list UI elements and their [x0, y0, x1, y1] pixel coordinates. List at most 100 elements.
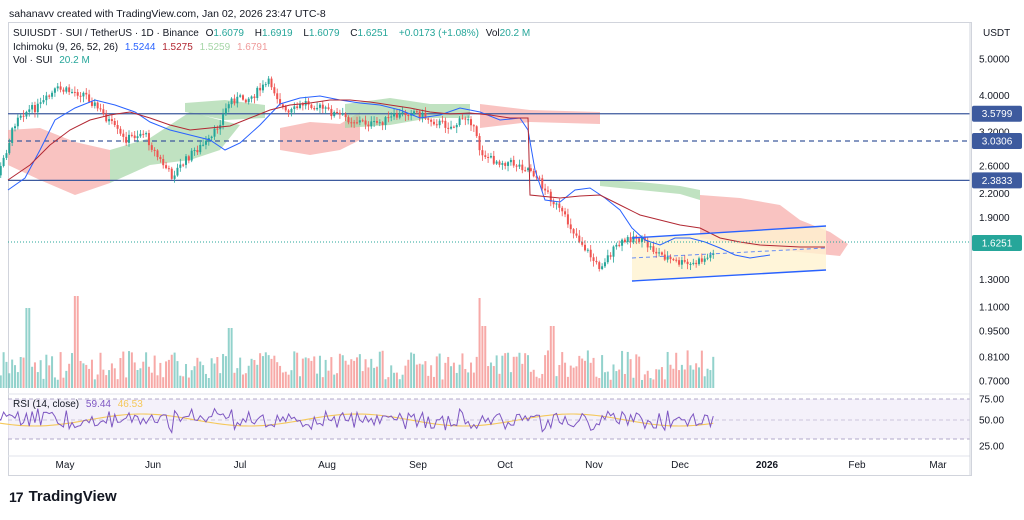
candle-body[interactable] — [418, 111, 421, 119]
candle-body[interactable] — [236, 96, 239, 104]
candle-body[interactable] — [509, 159, 512, 163]
candle-body[interactable] — [709, 254, 712, 258]
candle-body[interactable] — [415, 111, 418, 113]
candle-body[interactable] — [646, 240, 649, 248]
candle-body[interactable] — [461, 118, 464, 120]
candle-body[interactable] — [649, 246, 652, 248]
candle-body[interactable] — [116, 124, 119, 129]
candle-body[interactable] — [62, 89, 65, 92]
candle-body[interactable] — [612, 246, 615, 257]
candle-body[interactable] — [467, 119, 470, 121]
candle-body[interactable] — [678, 260, 681, 265]
candle-body[interactable] — [53, 88, 56, 93]
candle-body[interactable] — [424, 112, 427, 119]
candle-body[interactable] — [96, 102, 99, 109]
candle-body[interactable] — [515, 165, 518, 167]
candle-body[interactable] — [410, 114, 413, 116]
volume-legend[interactable]: Vol · SUI 20.2 M — [13, 55, 94, 66]
candle-body[interactable] — [56, 86, 59, 89]
candle-body[interactable] — [39, 102, 42, 104]
candle-body[interactable] — [700, 258, 703, 262]
candle-body[interactable] — [606, 255, 609, 263]
candle-body[interactable] — [321, 104, 324, 109]
candle-body[interactable] — [259, 87, 262, 91]
candle-body[interactable] — [59, 86, 62, 90]
rsi-title[interactable]: RSI (14, close) — [13, 399, 80, 410]
candle-body[interactable] — [495, 161, 498, 164]
candle-body[interactable] — [299, 103, 302, 109]
candle-body[interactable] — [501, 163, 504, 165]
candle-body[interactable] — [578, 235, 581, 242]
candle-body[interactable] — [432, 121, 435, 125]
candle-body[interactable] — [187, 156, 190, 161]
candle-body[interactable] — [338, 112, 341, 115]
candle-body[interactable] — [686, 261, 689, 265]
candle-body[interactable] — [88, 94, 91, 102]
candle-body[interactable] — [698, 258, 701, 265]
candle-body[interactable] — [561, 207, 564, 212]
candle-body[interactable] — [683, 260, 686, 262]
candle-body[interactable] — [8, 142, 11, 154]
candle-body[interactable] — [170, 168, 173, 179]
candle-body[interactable] — [447, 127, 450, 129]
candle-body[interactable] — [572, 229, 575, 234]
candle-body[interactable] — [182, 164, 185, 166]
candle-body[interactable] — [407, 115, 410, 117]
candle-body[interactable] — [470, 119, 473, 126]
candle-body[interactable] — [253, 96, 256, 99]
candle-body[interactable] — [239, 95, 242, 97]
candle-body[interactable] — [655, 251, 658, 254]
candle-body[interactable] — [130, 134, 133, 136]
candle-body[interactable] — [142, 133, 145, 135]
candle-body[interactable] — [128, 134, 131, 143]
candle-body[interactable] — [267, 78, 270, 85]
candle-body[interactable] — [658, 252, 661, 254]
rsi-pane[interactable] — [0, 393, 970, 440]
candle-body[interactable] — [167, 168, 170, 170]
candle-body[interactable] — [581, 241, 584, 245]
candle-body[interactable] — [666, 256, 669, 260]
rsi-legend[interactable]: RSI (14, close) 59.44 46.53 — [13, 399, 143, 410]
candle-body[interactable] — [256, 87, 259, 99]
candle-body[interactable] — [353, 122, 356, 124]
candle-body[interactable] — [538, 177, 541, 179]
candle-body[interactable] — [395, 113, 398, 118]
candle-body[interactable] — [575, 233, 578, 236]
candle-body[interactable] — [381, 122, 384, 125]
candle-body[interactable] — [90, 101, 93, 106]
candle-body[interactable] — [370, 121, 373, 127]
candle-body[interactable] — [133, 135, 136, 139]
candle-body[interactable] — [586, 249, 589, 251]
candle-body[interactable] — [435, 124, 438, 126]
candle-body[interactable] — [544, 188, 547, 191]
candle-body[interactable] — [250, 96, 253, 99]
candle-body[interactable] — [341, 113, 344, 115]
candle-body[interactable] — [165, 165, 168, 169]
candle-body[interactable] — [199, 144, 202, 153]
candle-body[interactable] — [222, 114, 225, 125]
candle-body[interactable] — [589, 249, 592, 258]
candle-body[interactable] — [293, 106, 296, 110]
candle-body[interactable] — [413, 111, 416, 115]
candle-body[interactable] — [601, 266, 604, 269]
candle-body[interactable] — [25, 111, 28, 117]
candle-body[interactable] — [173, 175, 176, 179]
candle-body[interactable] — [324, 107, 327, 109]
candle-body[interactable] — [427, 118, 430, 120]
candle-body[interactable] — [196, 150, 199, 153]
candle-body[interactable] — [478, 136, 481, 151]
candle-body[interactable] — [458, 118, 461, 126]
candle-body[interactable] — [68, 87, 71, 93]
candle-body[interactable] — [270, 78, 273, 88]
candle-body[interactable] — [504, 163, 507, 166]
candle-body[interactable] — [421, 112, 424, 119]
candle-body[interactable] — [481, 150, 484, 156]
candle-body[interactable] — [204, 140, 207, 145]
candle-body[interactable] — [11, 128, 14, 143]
candle-body[interactable] — [552, 201, 555, 205]
candle-body[interactable] — [487, 156, 490, 158]
candle-body[interactable] — [356, 122, 359, 124]
candle-body[interactable] — [546, 190, 549, 192]
candle-body[interactable] — [202, 144, 205, 146]
candle-body[interactable] — [441, 120, 444, 122]
